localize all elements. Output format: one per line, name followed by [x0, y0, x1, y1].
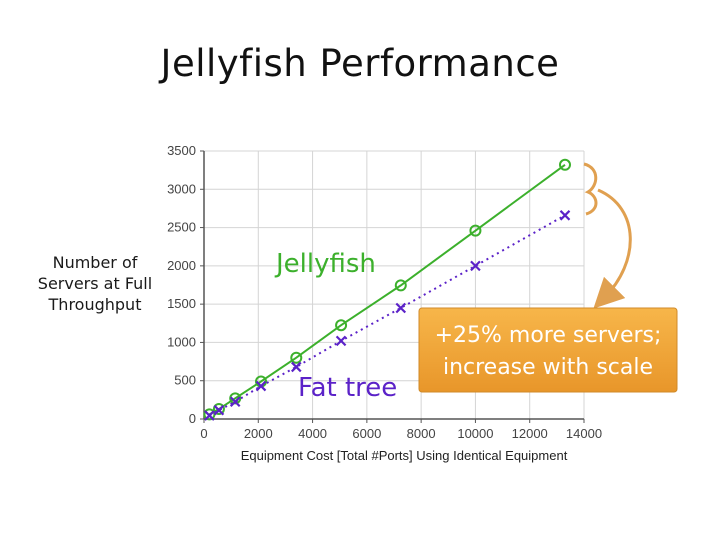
callout-brace [583, 162, 598, 216]
data-point-x [204, 410, 215, 421]
y-tick-label: 1500 [167, 296, 196, 311]
jellyfish-series-label: Jellyfish [274, 249, 376, 279]
data-point-x [291, 361, 302, 373]
data-point-circle [469, 224, 482, 237]
y-axis-title-line-3: Throughput [48, 295, 142, 314]
y-tick-label: 2000 [167, 258, 196, 273]
series-layer [203, 158, 571, 421]
data-point-circle [212, 403, 225, 416]
data-point-circle [394, 279, 407, 292]
fat-tree-series-label: Fat tree [298, 373, 397, 403]
callout-arrow [593, 188, 632, 309]
callout-box: +25% more servers; increase with scale [418, 162, 678, 393]
axes: 0 500 1000 1500 2000 2500 3000 3500 0 2000 4000 600… [167, 143, 602, 463]
data-point-circle [335, 319, 348, 332]
x-axis-title: Equipment Cost [Total #Ports] Using Iden… [241, 448, 568, 463]
x-tick-label: 4000 [298, 426, 327, 441]
callout-background [418, 307, 678, 393]
data-point-x [229, 396, 241, 408]
data-point-x [335, 335, 347, 347]
callout-line-2: increase with scale [443, 355, 653, 380]
y-tick-label: 0 [189, 411, 196, 426]
x-tick-label: 12000 [512, 426, 548, 441]
x-tick-label: 14000 [566, 426, 602, 441]
data-point-circle [559, 158, 571, 171]
y-axis-title-line-2: Servers at Full [37, 274, 153, 293]
data-point-x [395, 302, 407, 314]
data-point-x [559, 210, 571, 221]
series-line-1 [208, 214, 566, 417]
y-tick-label: 3000 [167, 181, 196, 196]
series-line-0 [208, 163, 566, 416]
x-tick-label: 6000 [352, 426, 381, 441]
x-tick-label: 2000 [244, 426, 273, 441]
data-point-x [213, 404, 225, 416]
x-tick-label: 8000 [407, 426, 436, 441]
y-tick-label: 2500 [167, 220, 196, 235]
y-tick-label: 500 [174, 373, 196, 388]
x-tick-label: 10000 [457, 426, 493, 441]
x-tick-label: 0 [200, 426, 207, 441]
series-labels: Jellyfish Fat tree [274, 249, 397, 403]
data-point-x [255, 380, 267, 392]
y-axis-title-line-1: Number of [52, 253, 138, 272]
callout-line-1: +25% more servers; [435, 323, 662, 348]
data-point-circle [290, 351, 303, 364]
y-tick-label: 3500 [167, 143, 196, 158]
y-tick-label: 1000 [167, 334, 196, 349]
y-axis-title: Number of Servers at Full Throughput [30, 252, 160, 315]
slide-title: Jellyfish Performance [160, 42, 560, 85]
data-point-x [470, 260, 481, 272]
